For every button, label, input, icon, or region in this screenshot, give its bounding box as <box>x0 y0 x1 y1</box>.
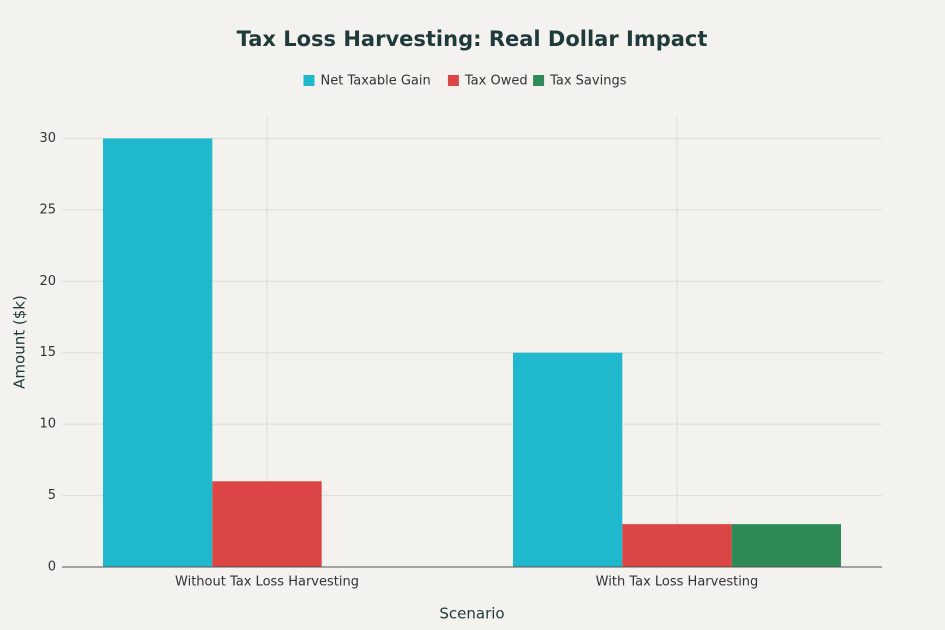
bar <box>212 481 322 567</box>
chart-title: Tax Loss Harvesting: Real Dollar Impact <box>237 27 708 51</box>
y-tick-label: 25 <box>39 202 56 217</box>
x-tick-label: Without Tax Loss Harvesting <box>175 575 359 590</box>
y-tick-label: 30 <box>39 131 56 146</box>
y-tick-label: 15 <box>39 345 56 360</box>
y-tick-label: 5 <box>48 488 56 503</box>
y-tick-label: 10 <box>39 417 56 432</box>
y-tick-label: 20 <box>39 274 56 289</box>
legend-swatch <box>533 75 545 86</box>
x-tick-label: With Tax Loss Harvesting <box>596 575 759 590</box>
bar <box>622 524 732 567</box>
bar <box>513 352 623 567</box>
legend-label: Net Taxable Gain <box>321 74 431 89</box>
x-axis-title: Scenario <box>439 605 504 623</box>
legend-label: Tax Owed <box>464 74 528 89</box>
bar <box>731 524 841 567</box>
legend-swatch <box>303 75 315 86</box>
y-axis-title: Amount ($k) <box>11 295 29 389</box>
bar <box>103 138 213 567</box>
legend-label: Tax Savings <box>549 74 627 89</box>
legend-swatch <box>447 75 459 86</box>
y-tick-label: 0 <box>48 560 56 575</box>
